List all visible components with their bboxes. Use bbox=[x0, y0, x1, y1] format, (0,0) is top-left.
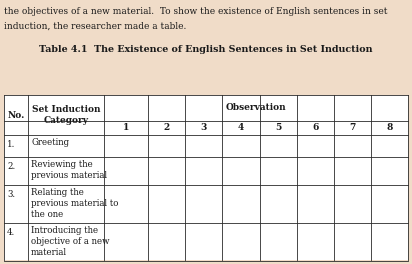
Text: 6: 6 bbox=[312, 124, 318, 133]
Bar bbox=[4, 95, 408, 260]
Text: 7: 7 bbox=[349, 124, 356, 133]
Text: 3.: 3. bbox=[7, 190, 15, 199]
Text: 5: 5 bbox=[275, 124, 281, 133]
Text: 4.: 4. bbox=[7, 228, 15, 237]
Text: induction, the researcher made a table.: induction, the researcher made a table. bbox=[4, 22, 186, 31]
Text: 4: 4 bbox=[238, 124, 244, 133]
Text: 2.: 2. bbox=[7, 162, 15, 171]
Text: 2: 2 bbox=[164, 124, 170, 133]
Text: Table 4.1  The Existence of English Sentences in Set Induction: Table 4.1 The Existence of English Sente… bbox=[39, 45, 373, 54]
Text: Greeting: Greeting bbox=[31, 138, 69, 147]
Text: the objectives of a new material.  To show the existence of English sentences in: the objectives of a new material. To sho… bbox=[4, 7, 388, 16]
Text: Relating the
previous material to
the one: Relating the previous material to the on… bbox=[31, 188, 118, 219]
Text: Set Induction
Category: Set Induction Category bbox=[32, 105, 101, 125]
Text: Introducing the
objective of a new
material: Introducing the objective of a new mater… bbox=[31, 226, 110, 257]
Text: 1: 1 bbox=[123, 124, 129, 133]
Text: 8: 8 bbox=[386, 124, 393, 133]
Text: 1.: 1. bbox=[7, 140, 15, 149]
Text: No.: No. bbox=[7, 111, 25, 120]
Text: 3: 3 bbox=[201, 124, 207, 133]
Text: Reviewing the
previous material: Reviewing the previous material bbox=[31, 160, 107, 180]
Text: Observation: Observation bbox=[226, 103, 286, 112]
